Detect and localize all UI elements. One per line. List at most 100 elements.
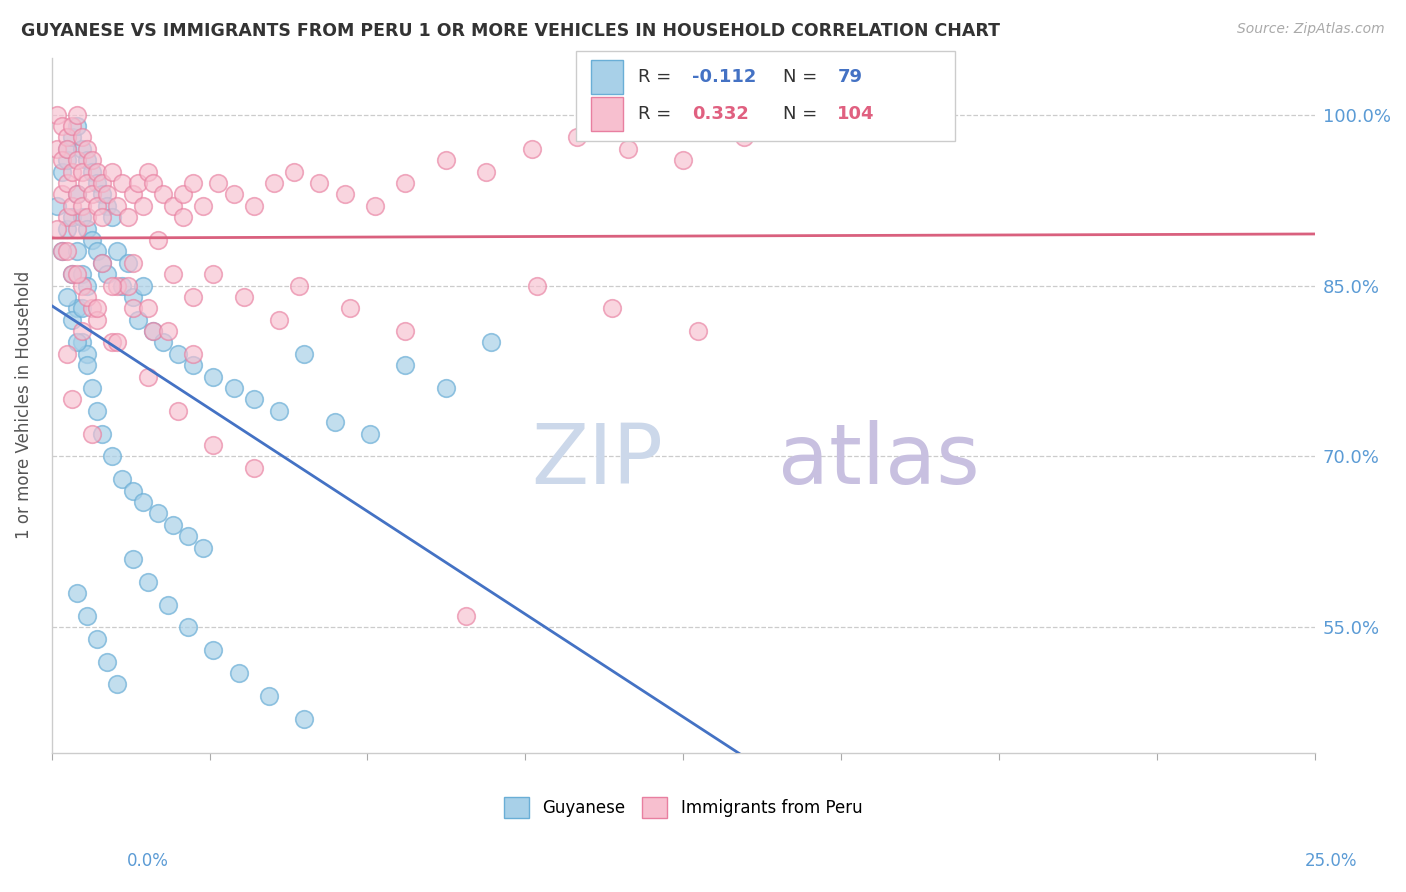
Text: 104: 104 [838, 105, 875, 123]
Point [127, 176, 149, 190]
Point [267, 404, 290, 418]
Point [479, 335, 502, 350]
Point [146, 507, 169, 521]
Point [66, 301, 89, 316]
Point [359, 426, 381, 441]
Text: GUYANESE VS IMMIGRANTS FROM PERU 1 OR MORE VEHICLES IN HOUSEHOLD CORRELATION CHA: GUYANESE VS IMMIGRANTS FROM PERU 1 OR MO… [21, 22, 1000, 40]
Point [162, 517, 184, 532]
Point [51, 164, 73, 178]
Point [56, 176, 79, 190]
Point [70, 301, 93, 316]
Point [66, 586, 89, 600]
Bar [591, 61, 623, 94]
Point [60, 130, 83, 145]
Point [51, 119, 73, 133]
Point [111, 472, 134, 486]
Point [51, 187, 73, 202]
Point [76, 290, 98, 304]
Point [156, 598, 179, 612]
Point [202, 643, 225, 657]
Point [243, 392, 266, 407]
Point [733, 130, 755, 145]
Point [76, 142, 98, 156]
Point [70, 335, 93, 350]
Point [243, 461, 266, 475]
Point [616, 142, 638, 156]
Point [136, 164, 159, 178]
Point [70, 164, 93, 178]
Point [56, 130, 79, 145]
Point [82, 153, 104, 168]
Point [131, 495, 153, 509]
Point [66, 107, 89, 121]
Point [117, 256, 139, 270]
Point [45, 221, 67, 235]
Point [66, 221, 89, 235]
Point [177, 529, 200, 543]
Point [243, 199, 266, 213]
Point [454, 609, 477, 624]
Point [292, 712, 315, 726]
Point [76, 221, 98, 235]
Point [181, 176, 204, 190]
Point [672, 153, 695, 168]
Point [60, 210, 83, 224]
Point [56, 153, 79, 168]
Point [96, 187, 118, 202]
Point [394, 324, 416, 338]
Point [101, 335, 124, 350]
Point [288, 278, 311, 293]
Point [283, 164, 305, 178]
Text: -0.112: -0.112 [692, 68, 756, 86]
Point [263, 176, 285, 190]
Point [181, 359, 204, 373]
Point [181, 290, 204, 304]
Point [121, 187, 143, 202]
Point [333, 187, 356, 202]
Point [86, 404, 108, 418]
Text: R =: R = [638, 68, 676, 86]
Point [86, 244, 108, 259]
Point [76, 347, 98, 361]
Point [86, 301, 108, 316]
Point [101, 278, 124, 293]
Point [152, 335, 174, 350]
Point [394, 359, 416, 373]
Point [66, 187, 89, 202]
Point [121, 552, 143, 566]
Point [364, 199, 387, 213]
Point [91, 210, 114, 224]
Point [70, 199, 93, 213]
Point [66, 119, 89, 133]
Point [91, 256, 114, 270]
Point [207, 176, 229, 190]
Point [70, 130, 93, 145]
Point [167, 347, 190, 361]
Bar [576, 51, 955, 141]
Point [86, 199, 108, 213]
Point [45, 199, 67, 213]
Point [76, 609, 98, 624]
Point [142, 324, 165, 338]
Text: ZIP: ZIP [531, 420, 664, 501]
Point [51, 244, 73, 259]
Point [51, 153, 73, 168]
Point [117, 278, 139, 293]
Point [193, 199, 215, 213]
Point [51, 244, 73, 259]
Point [152, 187, 174, 202]
Point [799, 119, 821, 133]
Point [70, 210, 93, 224]
Point [82, 426, 104, 441]
Point [76, 176, 98, 190]
Point [121, 290, 143, 304]
Point [70, 142, 93, 156]
Point [96, 267, 118, 281]
Point [111, 278, 134, 293]
Point [82, 187, 104, 202]
Point [202, 267, 225, 281]
Point [56, 142, 79, 156]
Point [475, 164, 498, 178]
Point [96, 199, 118, 213]
Point [162, 267, 184, 281]
